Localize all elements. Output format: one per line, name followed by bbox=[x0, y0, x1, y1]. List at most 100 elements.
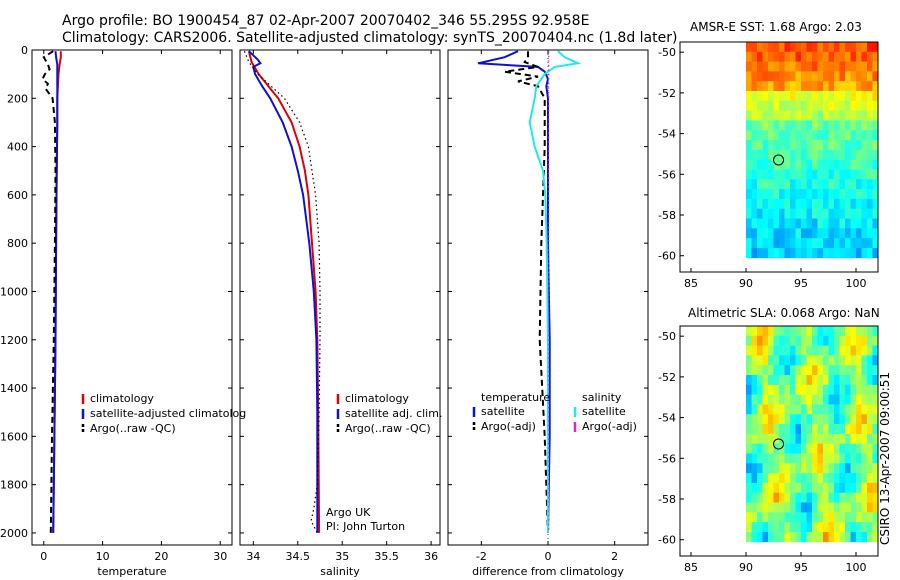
sst_map-cell bbox=[839, 169, 846, 180]
sla_map-cell bbox=[773, 345, 780, 356]
sla_map-cell bbox=[801, 531, 807, 543]
sla_map-cell bbox=[773, 463, 780, 474]
sla_map-cell bbox=[823, 531, 829, 543]
sst_map-cell bbox=[861, 130, 868, 141]
depth-tick-label: 800 bbox=[7, 237, 28, 250]
sst_map-cell bbox=[812, 140, 818, 151]
sla_map-cell bbox=[751, 394, 758, 405]
sst_map-cell bbox=[751, 51, 758, 63]
sla_map-cell bbox=[768, 433, 774, 445]
salinity-xtick-label: 36 bbox=[424, 550, 438, 563]
sst_map-cell bbox=[790, 179, 796, 190]
sla_map-cell bbox=[773, 335, 780, 347]
sla_map-cell bbox=[779, 345, 785, 356]
sst_map-cell bbox=[768, 130, 774, 141]
sla_map-cell bbox=[790, 404, 796, 415]
sla_map-cell bbox=[845, 531, 851, 543]
sla_map-cell bbox=[768, 512, 774, 523]
sla_map-cell bbox=[812, 365, 818, 376]
sst-map-title: AMSR-E SST: 1.68 Argo: 2.03 bbox=[690, 20, 862, 34]
sst_map-cell bbox=[790, 247, 796, 259]
sla_map-cell bbox=[762, 443, 769, 454]
sla_map-cell bbox=[768, 394, 774, 405]
diff-legend-sal-header: salinity bbox=[582, 391, 622, 404]
sst_map-cell bbox=[828, 238, 835, 249]
sst_map-ytick-label: -58 bbox=[658, 209, 676, 222]
sla_map-cell bbox=[872, 443, 879, 454]
sst_map-cell bbox=[839, 130, 846, 141]
sla_map-cell bbox=[762, 414, 769, 425]
sst_map-cell bbox=[746, 61, 752, 72]
sst_map-cell bbox=[839, 247, 846, 259]
diff-legend-sal-1-label: Argo(-adj) bbox=[582, 420, 637, 433]
sst_map-cell bbox=[801, 140, 807, 151]
sla_map-cell bbox=[828, 473, 835, 484]
sst_map-cell bbox=[746, 159, 752, 170]
sst_map-cell bbox=[757, 110, 763, 121]
sla_map-cell bbox=[812, 502, 818, 513]
sla_map-cell bbox=[828, 443, 835, 454]
sla_map-cell bbox=[746, 463, 752, 474]
sst_map-cell bbox=[812, 189, 818, 200]
sst_map-cell bbox=[795, 42, 802, 53]
sla_map-cell bbox=[834, 355, 840, 366]
sst_map-cell bbox=[779, 51, 785, 63]
sst_map-cell bbox=[867, 238, 873, 249]
sst_map-cell bbox=[867, 71, 873, 82]
temperature-xtick-label: 0 bbox=[40, 550, 47, 563]
sla_map-cell bbox=[872, 482, 879, 494]
sst_map-cell bbox=[845, 71, 851, 82]
sst_map-cell bbox=[850, 228, 857, 239]
difference-xtick-label: 2 bbox=[611, 550, 618, 563]
sst_map-cell bbox=[839, 81, 846, 92]
sst_map-cell bbox=[779, 71, 785, 82]
sla_map-cell bbox=[812, 345, 818, 356]
sla_map-cell bbox=[839, 443, 846, 454]
sla_map-cell bbox=[784, 492, 791, 503]
sla_map-cell bbox=[751, 424, 758, 435]
sla_map-cell bbox=[784, 473, 791, 484]
sla_map-cell bbox=[850, 463, 857, 474]
sst_map-cell bbox=[779, 208, 785, 219]
sst_map-cell bbox=[872, 100, 879, 112]
sst_map-cell bbox=[834, 208, 840, 219]
sst_map-cell bbox=[768, 179, 774, 190]
sla_map-cell bbox=[817, 345, 824, 356]
sst_map-cell bbox=[845, 228, 851, 239]
sla_map-cell bbox=[812, 463, 818, 474]
sst_map-cell bbox=[784, 120, 791, 131]
sla_map-cell bbox=[823, 414, 829, 425]
sst_map-cell bbox=[834, 238, 840, 249]
sst_map-cell bbox=[762, 71, 769, 82]
sla_map-cell bbox=[817, 326, 824, 337]
sla_map-cell bbox=[746, 384, 752, 396]
sst_map-cell bbox=[801, 218, 807, 229]
sst_map-cell bbox=[845, 91, 851, 102]
sst_map-cell bbox=[751, 100, 758, 112]
sst_map-cell bbox=[773, 189, 780, 200]
sla_map-cell bbox=[746, 433, 752, 445]
sst_map-cell bbox=[845, 120, 851, 131]
sst_map-cell bbox=[795, 179, 802, 190]
sla_map-cell bbox=[823, 433, 829, 445]
sst_map-cell bbox=[762, 208, 769, 219]
sla_map-cell bbox=[757, 355, 763, 366]
sla_map-cell bbox=[867, 453, 873, 464]
sla_map-cell bbox=[757, 424, 763, 435]
sla_map-cell bbox=[768, 345, 774, 356]
sla_map-cell bbox=[762, 384, 769, 396]
sst_map-cell bbox=[801, 130, 807, 141]
sst_map-cell bbox=[746, 110, 752, 121]
sla_map-cell bbox=[867, 492, 873, 503]
sst_map-cell bbox=[872, 140, 879, 151]
sla_map-cell bbox=[839, 531, 846, 543]
salinity-series-1 bbox=[248, 50, 319, 533]
sst_map-cell bbox=[872, 179, 879, 190]
sla_map-cell bbox=[823, 375, 829, 386]
sla_map-cell bbox=[751, 482, 758, 494]
sla_map-cell bbox=[779, 473, 785, 484]
sla_map-cell bbox=[856, 522, 862, 533]
sla_map-cell bbox=[790, 522, 796, 533]
sst_map-cell bbox=[861, 81, 868, 92]
sst_map-cell bbox=[872, 120, 879, 131]
